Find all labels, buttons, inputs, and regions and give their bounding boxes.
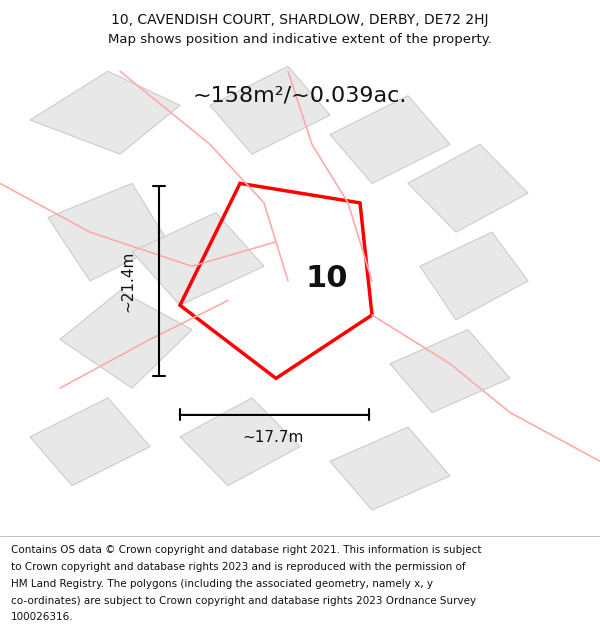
Text: ~158m²/~0.039ac.: ~158m²/~0.039ac.	[193, 86, 407, 106]
Polygon shape	[330, 96, 450, 183]
Polygon shape	[48, 183, 168, 281]
Text: ~21.4m: ~21.4m	[120, 250, 135, 311]
Polygon shape	[210, 66, 330, 154]
Text: Map shows position and indicative extent of the property.: Map shows position and indicative extent…	[108, 32, 492, 46]
Polygon shape	[60, 291, 192, 388]
Text: 10: 10	[306, 264, 348, 293]
Text: 100026316.: 100026316.	[11, 612, 73, 622]
Text: HM Land Registry. The polygons (including the associated geometry, namely x, y: HM Land Registry. The polygons (includin…	[11, 579, 433, 589]
Text: Contains OS data © Crown copyright and database right 2021. This information is : Contains OS data © Crown copyright and d…	[11, 545, 481, 555]
Polygon shape	[30, 71, 180, 154]
Text: 10, CAVENDISH COURT, SHARDLOW, DERBY, DE72 2HJ: 10, CAVENDISH COURT, SHARDLOW, DERBY, DE…	[111, 13, 489, 27]
Text: co-ordinates) are subject to Crown copyright and database rights 2023 Ordnance S: co-ordinates) are subject to Crown copyr…	[11, 596, 476, 606]
Text: to Crown copyright and database rights 2023 and is reproduced with the permissio: to Crown copyright and database rights 2…	[11, 562, 466, 572]
Text: ~17.7m: ~17.7m	[242, 429, 304, 444]
Polygon shape	[132, 213, 264, 305]
Polygon shape	[420, 232, 528, 320]
Polygon shape	[390, 329, 510, 412]
Polygon shape	[180, 398, 300, 486]
Polygon shape	[30, 398, 150, 486]
Polygon shape	[330, 427, 450, 510]
Polygon shape	[408, 144, 528, 232]
